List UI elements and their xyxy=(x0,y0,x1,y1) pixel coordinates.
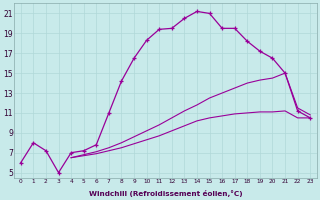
X-axis label: Windchill (Refroidissement éolien,°C): Windchill (Refroidissement éolien,°C) xyxy=(89,190,242,197)
